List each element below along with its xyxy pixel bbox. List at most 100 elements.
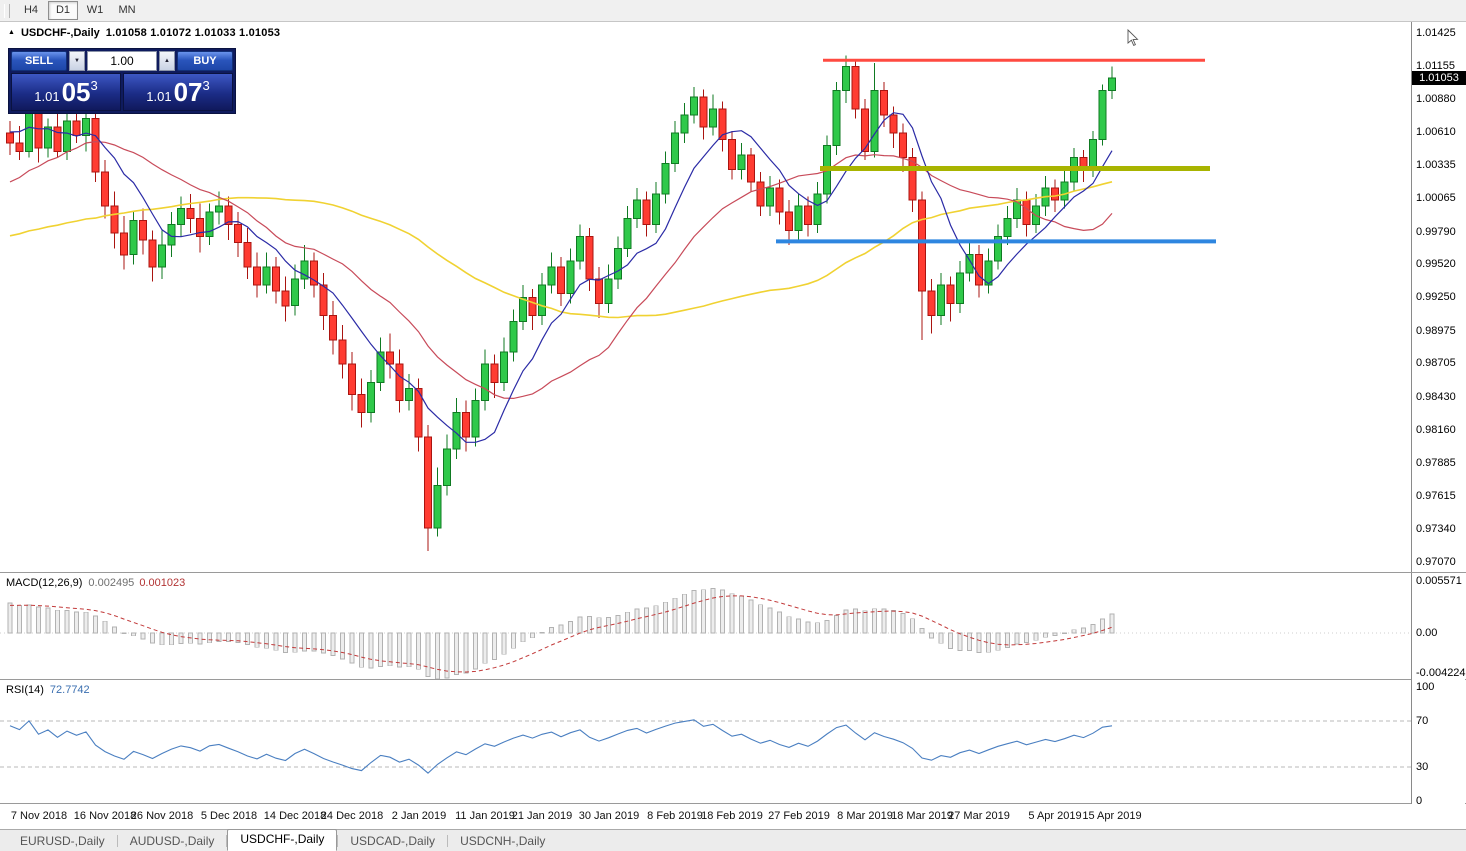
- macd-histogram-bar: [283, 632, 288, 653]
- candle-body: [832, 90, 841, 146]
- macd-histogram-bar: [169, 632, 174, 646]
- date-axis-label: 11 Jan 2019: [455, 810, 515, 822]
- candle-body: [424, 436, 432, 529]
- candle-body: [481, 363, 489, 402]
- candle-body: [25, 110, 33, 152]
- current-price-tag: 1.01053: [1412, 71, 1466, 86]
- date-axis-label: 8 Mar 2019: [837, 810, 893, 822]
- candle-body: [215, 205, 223, 213]
- date-axis-label: 27 Mar 2019: [948, 810, 1010, 822]
- date-axis-label: 24 Dec 2018: [320, 810, 384, 822]
- macd-histogram-bar: [577, 616, 583, 634]
- macd-histogram-bar: [340, 632, 345, 660]
- macd-histogram-bar: [691, 589, 697, 634]
- timeframe-button-h4[interactable]: H4: [23, 4, 39, 16]
- macd-histogram-bar: [758, 604, 763, 634]
- chart-tab-eurusd-daily[interactable]: EURUSD-,Daily: [20, 834, 105, 848]
- price-axis-label: 1.01425: [1416, 27, 1456, 39]
- candle-body: [34, 110, 43, 149]
- rsi-axis[interactable]: 100 70 30 0: [1411, 680, 1465, 807]
- chart-title-row: ▲ USDCHF-,Daily 1.01058 1.01072 1.01033 1.…: [8, 27, 280, 39]
- macd-histogram-bar: [121, 632, 127, 635]
- price-axis[interactable]: 1.01053 1.01425 1.01155 1.00880 1.00610 1.00…: [1411, 22, 1466, 572]
- candle-body: [281, 290, 290, 307]
- macd-histogram-bar: [482, 632, 488, 664]
- buy-price-display[interactable]: 1.01 07 3: [123, 73, 233, 111]
- macd-histogram-bar: [957, 632, 963, 651]
- timeframe-button-mn[interactable]: MN: [118, 4, 136, 16]
- candle-body: [348, 363, 356, 396]
- buy-button[interactable]: BUY: [177, 51, 233, 71]
- macd-canvas[interactable]: [0, 573, 1411, 680]
- candle-body: [528, 296, 537, 316]
- candle-body: [1051, 187, 1059, 201]
- candle-body: [595, 278, 603, 304]
- candle-body: [291, 278, 299, 307]
- candle-body: [908, 157, 917, 201]
- rsi-line: [9, 719, 1113, 774]
- date-axis-label: 7 Nov 2018: [10, 810, 68, 822]
- macd-signal-line: [9, 595, 1113, 673]
- macd-histogram-bar: [606, 617, 611, 634]
- collapse-panel-icon[interactable]: ▲: [8, 29, 15, 36]
- macd-histogram-bar: [416, 632, 421, 670]
- rsi-axis-label: 100: [1416, 681, 1435, 693]
- price-axis-label: 1.00065: [1416, 192, 1456, 205]
- price-axis-label: 0.99790: [1416, 225, 1456, 238]
- macd-histogram-bar: [862, 610, 868, 634]
- macd-histogram-bar: [349, 632, 355, 664]
- chart-tab-usdcad-daily[interactable]: USDCAD-,Daily: [350, 834, 436, 848]
- volume-up-icon[interactable]: ▲: [159, 51, 175, 71]
- rsi-canvas[interactable]: [0, 680, 1411, 804]
- candle-body: [861, 108, 869, 152]
- candle-body: [1003, 217, 1012, 238]
- macd-histogram-bar: [805, 621, 811, 634]
- timeframe-button-d1[interactable]: D1: [48, 1, 78, 20]
- tab-separator: [226, 835, 228, 847]
- macd-histogram-bar: [17, 604, 22, 634]
- timeframe-toolbar: H4 D1 W1 MN: [0, 0, 1466, 22]
- candle-body: [728, 138, 736, 171]
- sell-price-display[interactable]: 1.01 05 3: [11, 73, 121, 111]
- date-axis-label: 27 Feb 2019: [768, 810, 830, 822]
- candle-body: [680, 114, 689, 134]
- buy-price-prefix: 1.01: [146, 89, 172, 105]
- macd-histogram-bar: [74, 611, 79, 634]
- ma-fast-line: [9, 112, 1113, 443]
- sell-button[interactable]: SELL: [11, 51, 67, 71]
- macd-histogram-bar: [587, 616, 592, 634]
- chart-tab-usdcnh-daily[interactable]: USDCNH-,Daily: [460, 834, 546, 848]
- date-axis[interactable]: 7 Nov 2018 16 Nov 2018 26 Nov 2018 5 Dec 20…: [0, 803, 1466, 829]
- macd-histogram-bar: [967, 632, 972, 652]
- price-axis-label: 0.98430: [1416, 390, 1456, 403]
- macd-histogram-bar: [359, 632, 364, 668]
- candle-body: [196, 217, 204, 238]
- macd-histogram-bar: [245, 632, 250, 646]
- price-chart-canvas[interactable]: [0, 22, 1411, 572]
- tab-separator: [116, 835, 118, 847]
- volume-down-icon[interactable]: ▼: [69, 51, 85, 71]
- candle-body: [158, 244, 166, 268]
- sell-price-main: 05: [61, 77, 91, 108]
- candle-body: [443, 448, 451, 487]
- timeframe-button-w1[interactable]: W1: [86, 4, 104, 16]
- chart-tab-audusd-daily[interactable]: AUDUSD-,Daily: [129, 834, 215, 848]
- candle-body: [205, 211, 214, 237]
- macd-histogram-bar: [701, 589, 706, 634]
- price-axis-label: 0.99250: [1416, 291, 1456, 304]
- macd-histogram-bar: [881, 608, 887, 634]
- candle-body: [120, 232, 128, 256]
- volume-input[interactable]: [87, 51, 157, 71]
- candle-body: [490, 363, 499, 383]
- candle-body: [357, 394, 366, 414]
- macd-histogram-bar: [767, 607, 773, 634]
- macd-histogram-bar: [207, 632, 212, 644]
- sell-price-pip: 3: [90, 78, 98, 93]
- macd-axis[interactable]: 0.005571 0.00 -0.004224: [1411, 573, 1466, 680]
- candle-body: [395, 363, 404, 402]
- chart-tab-usdchf-daily[interactable]: USDCHF-,Daily: [227, 829, 338, 851]
- candle-body: [899, 132, 907, 158]
- candle-body: [91, 118, 100, 173]
- macd-histogram-bar: [178, 632, 184, 645]
- macd-histogram-bar: [425, 632, 431, 677]
